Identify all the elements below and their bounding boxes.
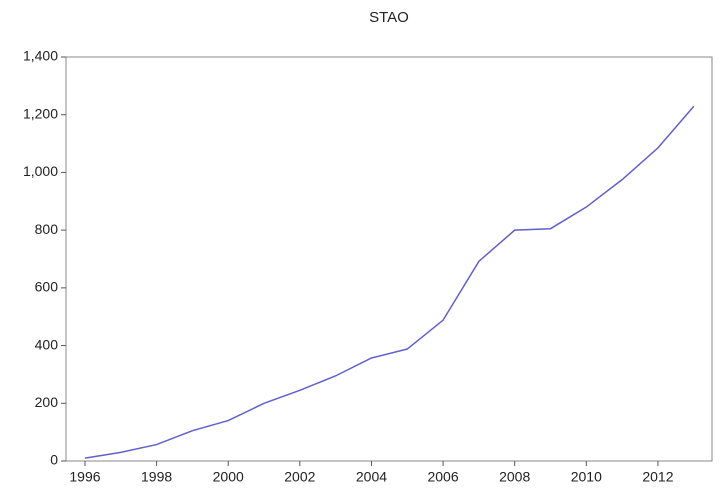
- plot-frame: [65, 56, 713, 462]
- x-tick-label: 2004: [356, 469, 387, 485]
- y-tick-label: 600: [35, 279, 59, 295]
- x-tick-label: 2008: [499, 469, 530, 485]
- y-tick-label: 400: [35, 336, 59, 352]
- x-tick-label: 2002: [284, 469, 315, 485]
- x-tick-label: 2010: [571, 469, 602, 485]
- y-tick-label: 800: [35, 221, 59, 237]
- data-line: [84, 105, 695, 459]
- x-tick-label: 2006: [427, 469, 458, 485]
- y-tick-label: 1,200: [23, 105, 58, 121]
- chart-title: STAO: [369, 9, 409, 26]
- y-tick-label: 1,400: [23, 48, 58, 64]
- y-tick-label: 1,000: [23, 163, 58, 179]
- y-tick-label: 200: [35, 394, 59, 410]
- x-tick-label: 2000: [213, 469, 244, 485]
- x-tick-label: 1996: [69, 469, 100, 485]
- y-tick-label: 0: [50, 452, 58, 468]
- x-tick-label: 1998: [141, 469, 172, 485]
- x-tick-label: 2012: [642, 469, 673, 485]
